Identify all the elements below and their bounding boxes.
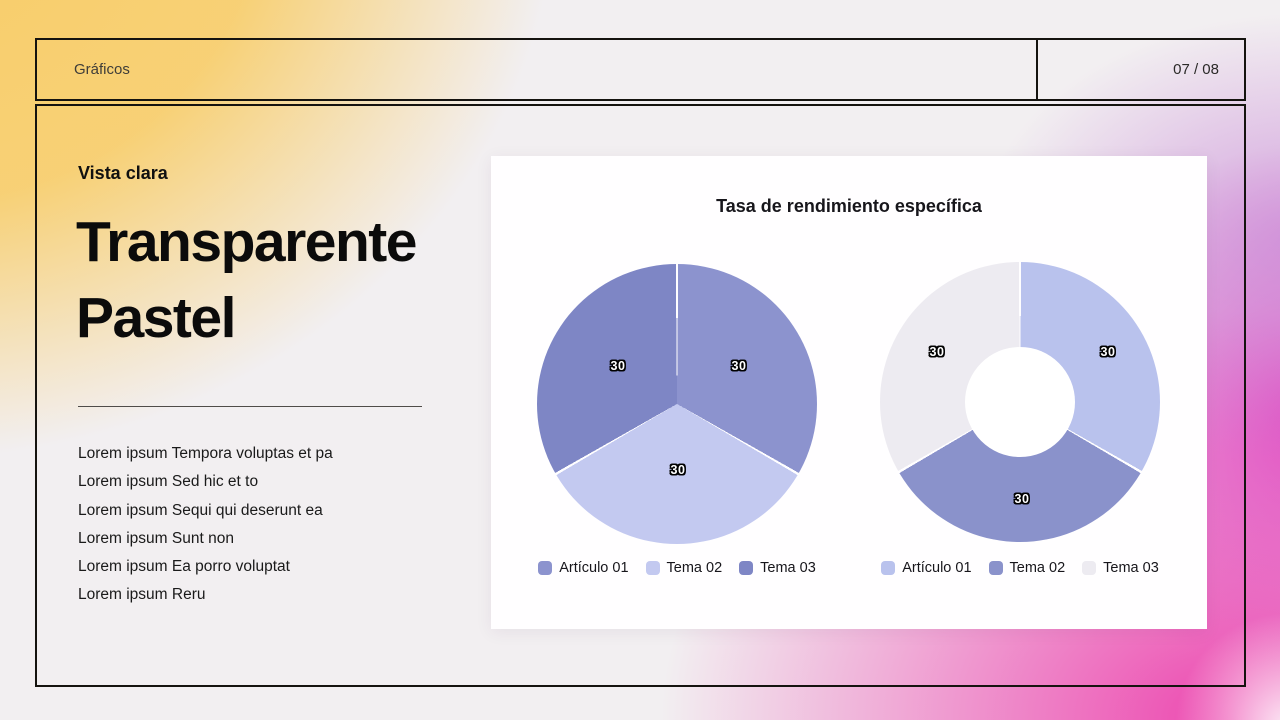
legend-label: Tema 03 [760,560,816,576]
slice-label: 30 [610,359,626,373]
legend-label: Tema 02 [666,560,723,576]
legend-item: Tema 02 [645,560,723,576]
page-number-cell: 07 / 08 [1036,40,1244,99]
legend-item: Tema 03 [739,560,816,576]
legend-swatch [988,561,1003,575]
bullet-list: Lorem ipsum Tempora voluptas et pa Lorem… [78,440,333,610]
chart-title: Tasa de rendimiento específica [716,196,982,216]
legend-item: Artículo 01 [881,560,972,576]
header-bar: Gráficos 07 / 08 [35,38,1246,101]
pie-chart: 30 30 30 [537,264,817,544]
legend-label: Artículo 01 [559,560,629,576]
chart-card: Tasa de rendimiento específica 30 30 30 … [491,156,1207,629]
list-item: Lorem ipsum Ea porro voluptat [78,558,290,576]
pie-legend: Artículo 01 Tema 02 Tema 03 [507,560,847,576]
legend-label: Artículo 01 [902,560,972,576]
slide-title-line2: Pastel [76,286,236,350]
donut-chart: 30 30 30 [880,262,1160,542]
donut-legend: Artículo 01 Tema 02 Tema 03 [850,560,1190,576]
kicker: Vista clara [78,163,168,183]
slide-body-frame: Vista clara Transparente Pastel Lorem ip… [35,104,1246,687]
slice-label: 30 [731,359,747,373]
section-label: Gráficos [74,61,130,78]
list-item: Lorem ipsum Sunt non [78,529,234,547]
list-item: Lorem ipsum Reru [78,586,206,604]
list-item: Lorem ipsum Tempora voluptas et pa [78,445,333,462]
legend-label: Tema 03 [1103,560,1159,576]
slice-label: 30 [929,345,945,359]
slide-title: Transparente Pastel [76,204,417,356]
divider-line [78,406,422,407]
list-item: Lorem ipsum Sequi qui deserunt ea [78,501,323,519]
slide-title-line1: Transparente [76,210,417,274]
legend-swatch [1082,561,1097,575]
legend-swatch [881,561,896,575]
slice-label: 30 [1100,345,1116,359]
slice-label: 30 [1014,492,1030,506]
legend-swatch [645,561,660,575]
legend-item: Artículo 01 [538,560,629,576]
page-number: 07 / 08 [1173,61,1219,78]
donut-hole [965,347,1075,457]
header-section: Gráficos [37,40,1036,99]
legend-swatch [739,561,754,575]
slice-label: 30 [670,463,686,477]
legend-item: Tema 03 [1082,560,1159,576]
list-item: Lorem ipsum Sed hic et to [78,473,259,491]
legend-item: Tema 02 [988,560,1066,576]
legend-swatch [538,561,553,575]
legend-label: Tema 02 [1009,560,1066,576]
